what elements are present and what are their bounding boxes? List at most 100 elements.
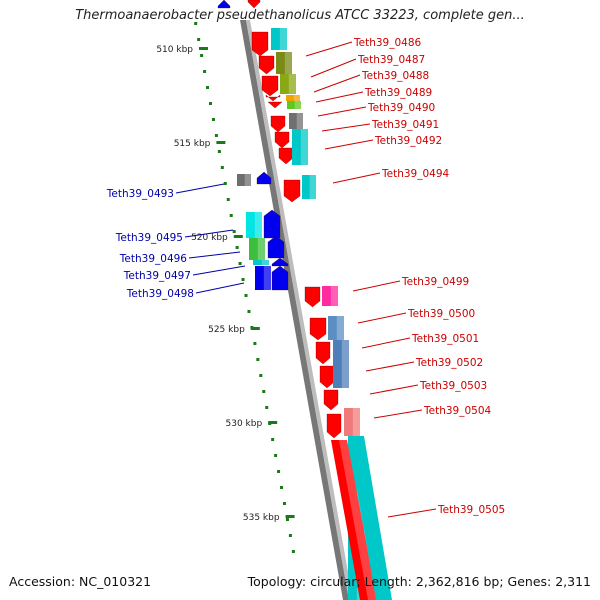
gene-label-teth39-0491[interactable]: Teth39_0491	[371, 119, 439, 131]
gene-arrow[interactable]	[319, 365, 335, 389]
feature-block[interactable]	[253, 260, 269, 265]
ruler-tick-label: 520 kbp	[191, 233, 228, 243]
feature-block[interactable]	[271, 28, 287, 50]
gene-arrow[interactable]	[251, 31, 269, 57]
feature-block[interactable]	[280, 74, 296, 94]
block-shade	[254, 212, 262, 238]
ruler-dot	[238, 262, 242, 265]
block-shade	[309, 175, 316, 199]
gene-arrow[interactable]	[283, 179, 301, 203]
feature-track	[217, 0, 392, 600]
gene-label-teth39-0490[interactable]: Teth39_0490	[367, 102, 435, 114]
gene-arrow[interactable]	[265, 94, 281, 102]
gene-arrow[interactable]	[331, 440, 377, 600]
ruler-major-tick	[233, 235, 243, 238]
ruler-major-tick	[199, 47, 208, 50]
ruler-dot	[277, 470, 281, 473]
gene-arrow[interactable]	[256, 171, 272, 185]
ruler-dot	[206, 86, 210, 89]
gene-arrow[interactable]	[315, 341, 331, 365]
feature-block[interactable]	[249, 238, 265, 260]
gene-label-leader	[332, 172, 381, 184]
gene-arrow[interactable]	[323, 389, 339, 411]
gene-label-teth39-0503[interactable]: Teth39_0503	[419, 380, 487, 392]
gene-label-leader	[310, 58, 357, 78]
gene-arrow[interactable]	[267, 235, 285, 259]
gene-label-teth39-0501[interactable]: Teth39_0501	[411, 333, 479, 345]
gene-arrow[interactable]	[217, 0, 231, 9]
gene-label-teth39-0494[interactable]: Teth39_0494	[381, 168, 450, 180]
ruler-dot	[200, 54, 204, 57]
gene-label-teth39-0495[interactable]: Teth39_0495	[115, 232, 183, 244]
feature-block[interactable]	[276, 52, 292, 74]
gene-arrow[interactable]	[271, 265, 289, 291]
feature-block[interactable]	[348, 436, 392, 600]
feature-block[interactable]	[289, 113, 303, 129]
map-title: Thermoanaerobacter pseudethanolicus ATCC…	[75, 8, 525, 23]
gene-arrow[interactable]	[258, 55, 275, 75]
gene-label-teth39-0487[interactable]: Teth39_0487	[357, 54, 425, 66]
gene-label-leader	[357, 312, 407, 324]
feature-block[interactable]	[292, 129, 308, 165]
gene-arrow[interactable]	[247, 0, 261, 9]
genome-summary: Topology: circular; Length: 2,362,816 bp…	[247, 574, 591, 589]
gene-label-teth39-0496[interactable]: Teth39_0496	[119, 253, 188, 265]
gene-label-teth39-0499[interactable]: Teth39_0499	[401, 276, 469, 288]
feature-block[interactable]	[255, 266, 271, 290]
feature-block[interactable]	[237, 174, 251, 186]
gene-label-leader	[195, 282, 245, 294]
gene-label-teth39-0497[interactable]: Teth39_0497	[123, 270, 191, 282]
gene-arrow[interactable]	[278, 147, 294, 165]
feature-block[interactable]	[287, 101, 301, 109]
ruler-dot	[256, 358, 260, 361]
feature-block[interactable]	[246, 212, 262, 238]
gene-arrow[interactable]	[274, 131, 290, 149]
ruler-dot	[241, 278, 245, 281]
gene-arrow[interactable]	[261, 75, 279, 97]
feature-block[interactable]	[333, 340, 349, 388]
gene-arrow[interactable]	[263, 209, 281, 239]
gene-label-teth39-0486[interactable]: Teth39_0486	[353, 37, 422, 49]
feature-block[interactable]	[322, 286, 338, 306]
ruler-dot	[274, 454, 278, 457]
gene-label-teth39-0489[interactable]: Teth39_0489	[364, 87, 432, 99]
feature-block[interactable]	[328, 316, 344, 340]
ruler-dot	[285, 518, 289, 521]
block-shade	[288, 74, 296, 94]
ruler-major-tick	[268, 421, 278, 424]
gene-label-leader	[305, 41, 353, 57]
gene-label-teth39-0488[interactable]: Teth39_0488	[361, 70, 429, 82]
gene-label-teth39-0492[interactable]: Teth39_0492	[374, 135, 442, 147]
gene-label-leader	[317, 106, 367, 117]
ruler-dot	[229, 214, 233, 217]
gene-arrow[interactable]	[267, 101, 283, 109]
block-shade	[352, 408, 360, 436]
feature-block[interactable]	[302, 175, 316, 199]
gene-label-leader	[387, 508, 437, 518]
feature-block[interactable]	[344, 408, 360, 436]
gene-label-teth39-0500[interactable]: Teth39_0500	[407, 308, 475, 320]
block-shade	[296, 113, 303, 129]
gene-label-teth39-0502[interactable]: Teth39_0502	[415, 357, 483, 369]
gene-arrow[interactable]	[309, 317, 327, 341]
block-shade	[330, 286, 338, 306]
block-shade	[257, 238, 265, 260]
gene-labels: Teth39_0486 Teth39_0487 Teth39_0488 Teth39_…	[106, 37, 505, 518]
gene-arrow[interactable]	[304, 286, 321, 308]
gene-label-teth39-0505[interactable]: Teth39_0505	[437, 504, 505, 516]
ruler-dot	[265, 406, 269, 409]
gene-label-leader	[315, 91, 364, 103]
gene-arrow[interactable]	[326, 413, 342, 439]
feature-block[interactable]	[286, 95, 300, 101]
gene-label-leader	[324, 139, 374, 150]
gene-label-leader	[175, 183, 225, 194]
gene-label-teth39-0493[interactable]: Teth39_0493	[106, 188, 174, 200]
ruler-dot	[291, 550, 295, 553]
gene-arrow[interactable]	[270, 115, 286, 133]
gene-label-teth39-0504[interactable]: Teth39_0504	[423, 405, 492, 417]
ruler-tick-label: 515 kbp	[174, 139, 211, 149]
ruler-dot	[197, 38, 201, 41]
ruler-dot	[226, 198, 230, 201]
gene-label-teth39-0498[interactable]: Teth39_0498	[126, 288, 194, 300]
